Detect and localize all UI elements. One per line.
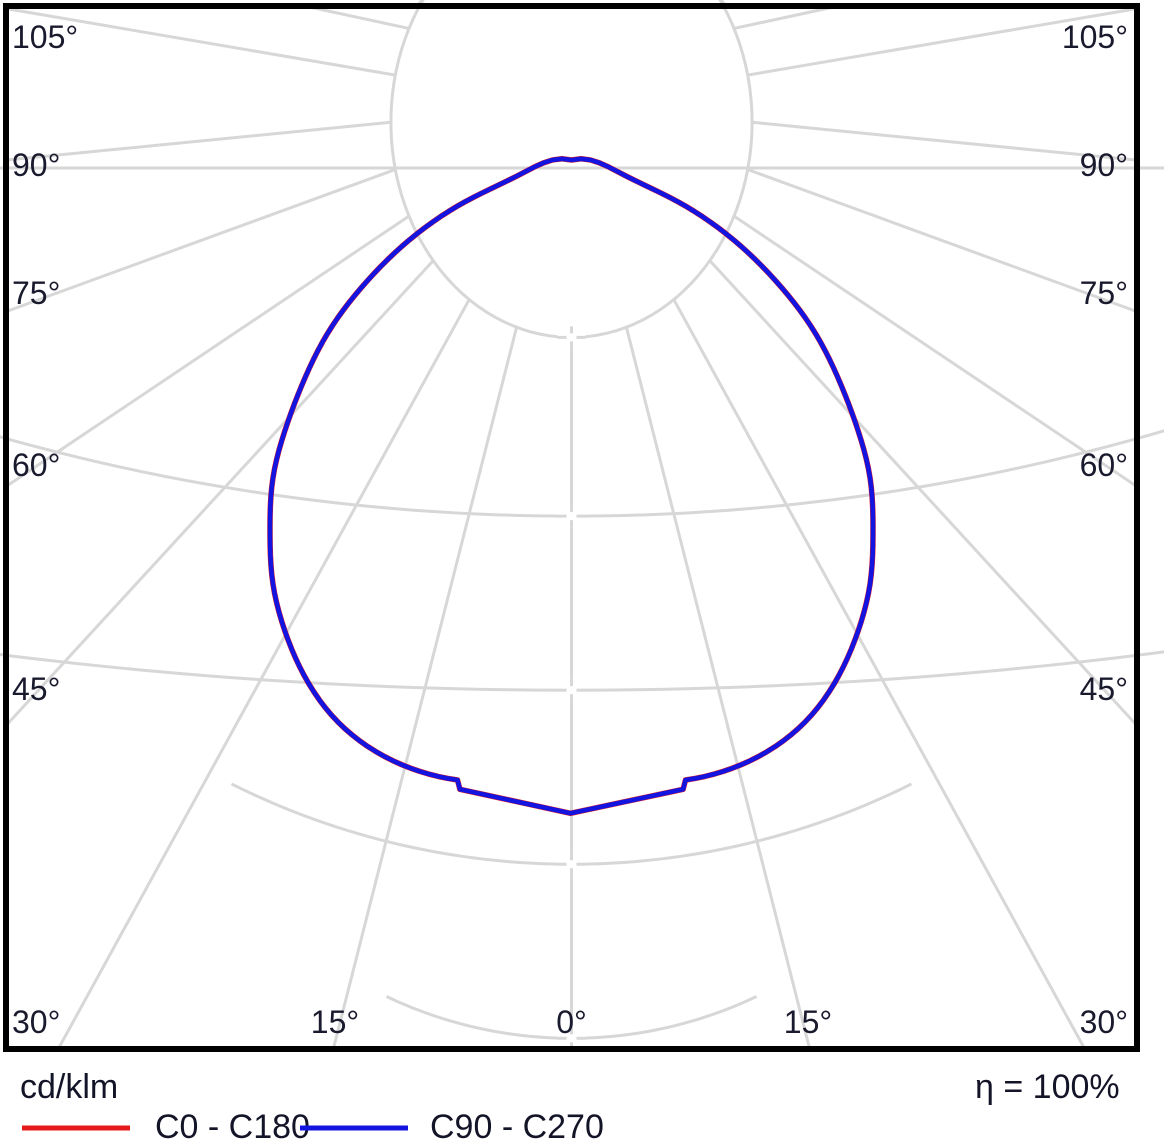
svg-text:60°: 60° xyxy=(12,447,60,483)
svg-text:15°: 15° xyxy=(311,1004,359,1040)
svg-text:30°: 30° xyxy=(1080,1004,1128,1040)
svg-text:75°: 75° xyxy=(12,275,60,311)
svg-text:30°: 30° xyxy=(12,1004,60,1040)
svg-text:60°: 60° xyxy=(1080,447,1128,483)
svg-text:η = 100%: η = 100% xyxy=(975,1068,1120,1106)
svg-text:90°: 90° xyxy=(1080,147,1128,183)
svg-text:15°: 15° xyxy=(784,1004,832,1040)
svg-text:C0 - C180: C0 - C180 xyxy=(155,1108,310,1143)
svg-text:C90 - C270: C90 - C270 xyxy=(430,1108,604,1143)
svg-text:75°: 75° xyxy=(1080,275,1128,311)
svg-text:cd/klm: cd/klm xyxy=(20,1068,118,1106)
svg-text:105°: 105° xyxy=(12,19,78,55)
svg-text:45°: 45° xyxy=(12,671,60,707)
svg-text:0°: 0° xyxy=(556,1004,587,1040)
svg-text:105°: 105° xyxy=(1062,19,1128,55)
svg-text:90°: 90° xyxy=(12,147,60,183)
svg-text:45°: 45° xyxy=(1080,671,1128,707)
